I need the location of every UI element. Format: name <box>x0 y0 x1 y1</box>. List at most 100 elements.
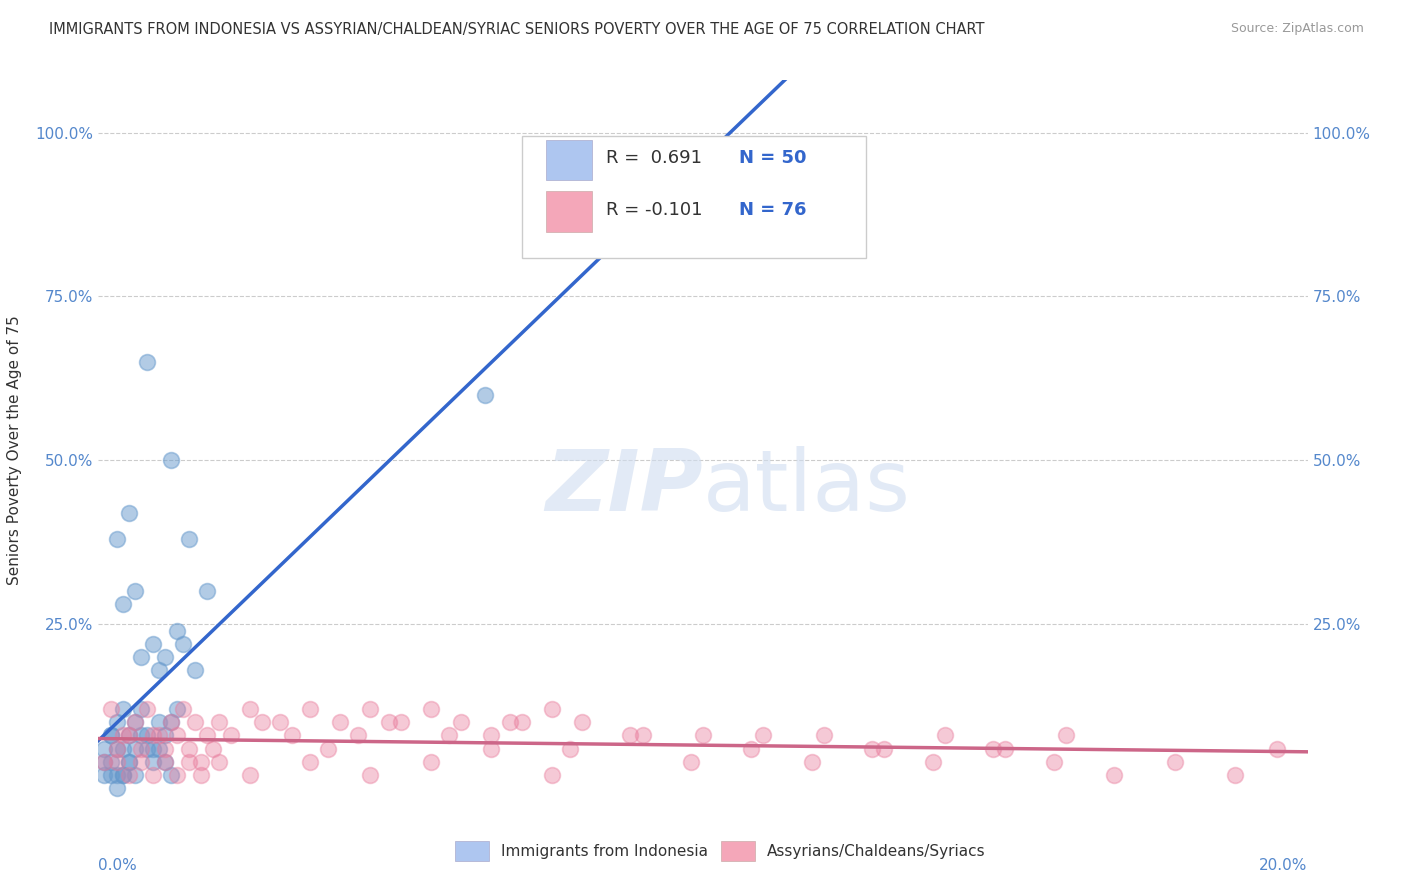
Point <box>1163 755 1185 769</box>
Point <box>190 755 212 769</box>
Point <box>250 715 273 730</box>
Text: 20.0%: 20.0% <box>1260 858 1308 872</box>
Point <box>540 768 562 782</box>
Point <box>142 729 165 743</box>
Point <box>202 741 225 756</box>
Point <box>994 741 1017 756</box>
Point <box>160 453 183 467</box>
Point <box>129 755 152 769</box>
Bar <box>546 139 592 180</box>
Point <box>124 715 146 730</box>
Point <box>105 755 128 769</box>
Point <box>142 768 165 782</box>
Point <box>148 729 170 743</box>
Text: IMMIGRANTS FROM INDONESIA VS ASSYRIAN/CHALDEAN/SYRIAC SENIORS POVERTY OVER THE A: IMMIGRANTS FROM INDONESIA VS ASSYRIAN/CH… <box>49 22 984 37</box>
Point <box>239 768 262 782</box>
Point <box>631 729 654 743</box>
Point <box>129 649 152 664</box>
Point <box>153 755 176 769</box>
Point <box>800 755 823 769</box>
Point <box>360 702 382 716</box>
Point <box>221 729 243 743</box>
Point <box>921 755 943 769</box>
Point <box>179 532 201 546</box>
Point <box>179 741 201 756</box>
Point <box>105 768 128 782</box>
Point <box>571 715 593 730</box>
Point <box>934 729 956 743</box>
Point <box>184 663 207 677</box>
Point <box>481 729 503 743</box>
Point <box>105 780 128 795</box>
Point <box>420 702 443 716</box>
Point <box>166 702 188 716</box>
Point <box>111 598 134 612</box>
Point <box>153 755 176 769</box>
Point <box>481 741 503 756</box>
Point <box>153 729 176 743</box>
Point <box>873 741 896 756</box>
Point <box>118 506 141 520</box>
Bar <box>721 840 755 862</box>
Point <box>100 702 122 716</box>
Point <box>129 702 152 716</box>
Point <box>148 741 170 756</box>
Point <box>118 768 141 782</box>
Point <box>105 741 128 756</box>
Point <box>299 755 322 769</box>
Point <box>93 768 115 782</box>
Point <box>540 702 562 716</box>
Point <box>1054 729 1077 743</box>
Point <box>148 663 170 677</box>
Point <box>153 741 176 756</box>
Point <box>111 741 134 756</box>
Point <box>195 729 218 743</box>
Point <box>118 755 141 769</box>
Point <box>281 729 304 743</box>
Text: ZIP: ZIP <box>546 446 703 529</box>
Point <box>179 755 201 769</box>
Text: atlas: atlas <box>703 446 911 529</box>
Point <box>166 624 188 638</box>
Point <box>160 715 183 730</box>
Point <box>124 584 146 599</box>
Point <box>981 741 1004 756</box>
Point <box>498 715 520 730</box>
Point <box>166 729 188 743</box>
Point <box>208 715 231 730</box>
Point <box>360 768 382 782</box>
Point <box>195 584 218 599</box>
Point <box>129 741 152 756</box>
Point <box>135 702 157 716</box>
Point <box>377 715 399 730</box>
Point <box>813 729 835 743</box>
Point <box>124 768 146 782</box>
Point <box>269 715 291 730</box>
Point <box>347 729 370 743</box>
Point <box>148 715 170 730</box>
Point <box>100 729 122 743</box>
Point <box>329 715 352 730</box>
Point <box>100 755 122 769</box>
Point <box>93 755 115 769</box>
Point <box>299 702 322 716</box>
Point <box>752 729 775 743</box>
Point <box>100 729 122 743</box>
Point <box>450 715 472 730</box>
Point <box>93 741 115 756</box>
Text: Assyrians/Chaldeans/Syriacs: Assyrians/Chaldeans/Syriacs <box>768 844 986 859</box>
Point <box>474 388 496 402</box>
Point <box>208 755 231 769</box>
Point <box>124 741 146 756</box>
Point <box>437 729 460 743</box>
Point <box>124 715 146 730</box>
FancyBboxPatch shape <box>522 136 866 258</box>
Y-axis label: Seniors Poverty Over the Age of 75: Seniors Poverty Over the Age of 75 <box>7 316 21 585</box>
Point <box>105 532 128 546</box>
Point <box>160 768 183 782</box>
Point <box>118 729 141 743</box>
Point <box>142 741 165 756</box>
Point <box>510 715 533 730</box>
Bar <box>456 840 489 862</box>
Point <box>1223 768 1246 782</box>
